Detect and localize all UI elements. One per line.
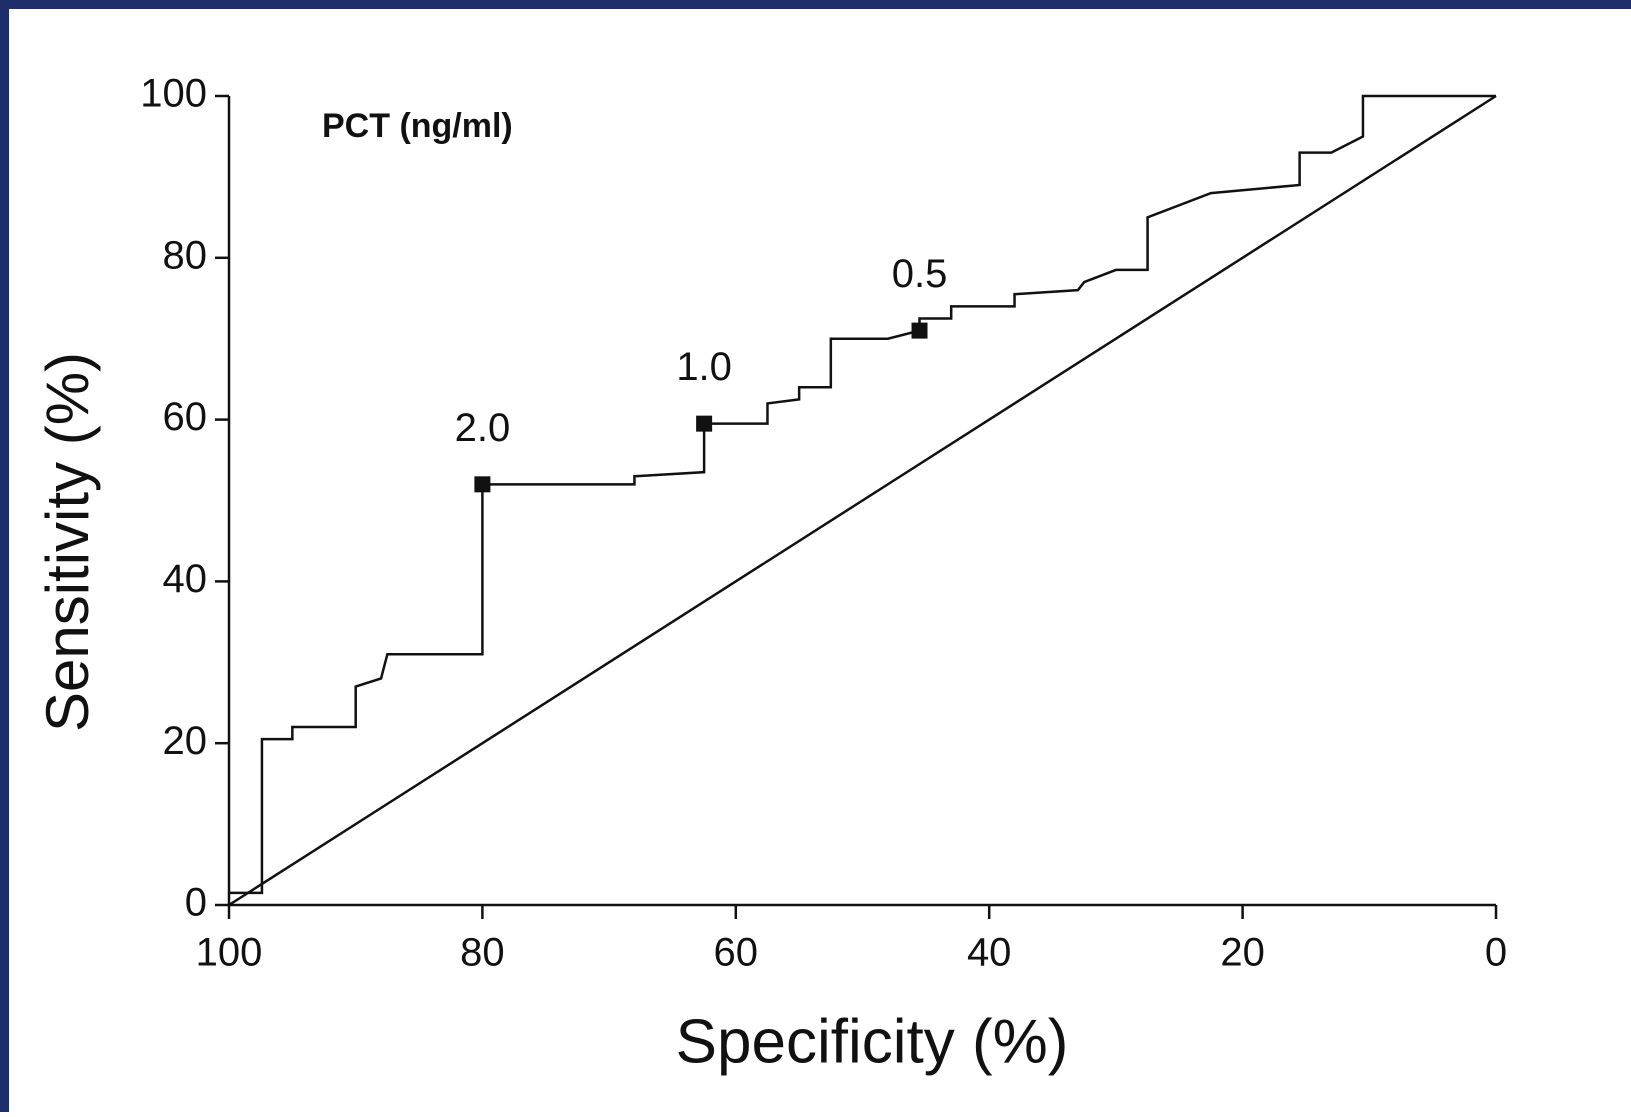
cutoff-label: 2.0 (455, 406, 511, 450)
series-line (228, 94, 1497, 907)
cutoff-label: 1.0 (676, 345, 732, 389)
x-axis-label: Specificity (%) (676, 1007, 1069, 1076)
cutoff-marker (474, 476, 491, 493)
x-tick-label: 40 (967, 931, 1012, 975)
x-tick-label: 100 (196, 931, 263, 975)
x-tick-label: 0 (1485, 931, 1507, 975)
series-line (229, 94, 1496, 895)
y-tick-label: 60 (163, 395, 208, 439)
x-tick-label: 60 (714, 931, 759, 975)
cutoff-marker (911, 322, 928, 339)
y-tick-label: 20 (163, 719, 208, 763)
y-axis-label: Sensitivity (%) (34, 352, 101, 732)
y-tick-label: 40 (163, 557, 208, 601)
background (9, 9, 1631, 1112)
chart-title: PCT (ng/ml) (322, 107, 513, 145)
y-tick-label: 80 (163, 233, 208, 277)
cutoff-label: 0.5 (892, 252, 948, 296)
cutoff-marker (696, 415, 713, 432)
x-tick-label: 80 (460, 931, 505, 975)
y-tick-label: 0 (185, 881, 207, 925)
x-tick-label: 20 (1220, 931, 1265, 975)
y-tick-label: 100 (140, 72, 207, 116)
